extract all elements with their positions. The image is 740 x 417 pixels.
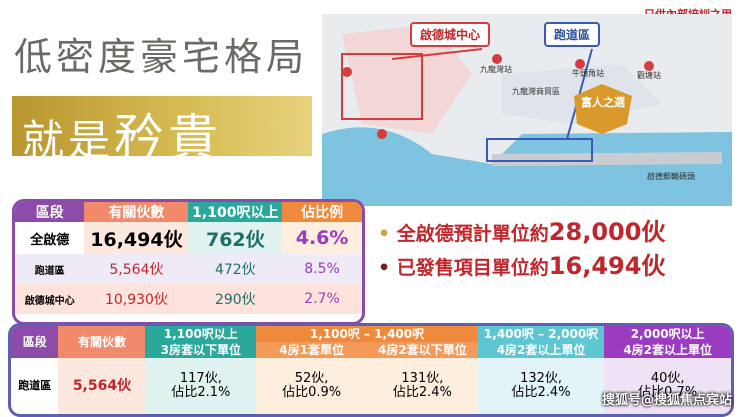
t1-row3-zone: 啟德城中心 bbox=[24, 295, 75, 307]
t1-row2-zone: 跑道區 bbox=[34, 265, 65, 277]
t2-g1-sub: 3房套以下單位 bbox=[145, 342, 257, 358]
t1-header-1100: 1,100呎以上 bbox=[188, 202, 283, 222]
bullet-sold: • 已發售項目單位約16,494伙 bbox=[378, 252, 666, 280]
bullet-sold-prefix: 已發售項目單位約 bbox=[396, 257, 549, 279]
t2-cell-g2b-ratio: 佔比2.4% bbox=[392, 385, 452, 400]
t1-row1-ratio: 4.6% bbox=[282, 222, 362, 254]
map-label-center: 啟德城中心 bbox=[410, 22, 491, 47]
t1-header-ratio: 佔比例 bbox=[282, 202, 362, 222]
t1-row1-units: 16,494伙 bbox=[84, 222, 189, 254]
t2-g2-title: 1,100呎 – 1,400呎 bbox=[256, 326, 478, 342]
t1-row1-1100: 762伙 bbox=[188, 222, 283, 254]
t2-cell-g2a-count: 52伙, bbox=[294, 371, 329, 386]
headline-secondary-b: 矜貴 bbox=[114, 109, 223, 167]
map-place-5: 啟德郵輪碼頭 bbox=[647, 171, 695, 181]
t2-row-zone: 跑道區 bbox=[18, 379, 52, 392]
t1-header-zone: 區段 bbox=[15, 202, 85, 222]
t2-g4-title: 2,000呎以上 bbox=[604, 326, 731, 342]
t2-cell-g4-ratio: 佔比0.7% bbox=[638, 385, 698, 400]
bullet-estimated-number: 28,000伙 bbox=[548, 218, 666, 246]
headline-primary: 低密度豪宅格局 bbox=[14, 35, 309, 79]
t2-g3-title: 1,400呎 – 2,000呎 bbox=[477, 326, 605, 342]
t2-cell-g1-count: 117伙, bbox=[179, 371, 222, 386]
units-summary-table: 區段 有關伙數 1,100呎以上 佔比例 全啟德 16,494伙 762伙 4.… bbox=[12, 199, 365, 325]
t2-cell-g1-ratio: 佔比2.1% bbox=[171, 385, 231, 400]
map-place-2: 牛頭角站 bbox=[572, 68, 604, 78]
t1-header-units: 有關伙數 bbox=[84, 202, 189, 222]
t1-row2-units: 5,564伙 bbox=[109, 262, 164, 278]
map-place-4: 九龍灣商貿區 bbox=[512, 86, 560, 96]
headline-secondary-a: 就是 bbox=[22, 116, 115, 165]
t2-cell-g1: 117伙, 佔比2.1% bbox=[145, 358, 257, 414]
map-badge-text: 富人之選 bbox=[581, 95, 625, 109]
t2-cell-g3-count: 132伙, bbox=[520, 371, 563, 386]
headline-banner bbox=[12, 96, 312, 156]
t2-cell-g3-ratio: 佔比2.4% bbox=[511, 385, 571, 400]
t1-row2-1100: 472伙 bbox=[214, 262, 256, 278]
t2-cell-g2b-count: 131伙, bbox=[401, 371, 444, 386]
map-place-1: 九龍灣站 bbox=[480, 64, 512, 74]
t1-row3-units: 10,930伙 bbox=[104, 292, 168, 308]
watermark: 搜狐号@搜狐焦点宾站 bbox=[601, 393, 732, 408]
t2-g2-sub-b: 4房2套以下單位 bbox=[367, 342, 478, 358]
bullet-estimated: • 全啟德預計單位約28,000伙 bbox=[378, 218, 666, 246]
district-map: 富人之選 九龍灣站 牛頭角站 觀塘站 九龍灣商貿區 啟德郵輪碼頭 啟德城中心 跑… bbox=[322, 14, 732, 206]
bullet-sold-number: 16,494伙 bbox=[548, 252, 666, 280]
t1-row3-ratio: 2.7% bbox=[304, 291, 340, 307]
headline-secondary: 就是矜貴 bbox=[22, 98, 222, 170]
t2-g4-sub: 4房2套以上單位 bbox=[604, 342, 731, 358]
map-place-3: 觀塘站 bbox=[637, 70, 661, 80]
t2-g1-title: 1,100呎以上 bbox=[145, 326, 257, 342]
t1-row1-zone: 全啟德 bbox=[30, 232, 70, 248]
t2-header-zone: 區段 bbox=[11, 326, 59, 358]
t2-cell-g2a-ratio: 佔比0.9% bbox=[282, 385, 342, 400]
runway-breakdown-table: 區段 有關伙數 1,100呎以上 1,100呎 – 1,400呎 1,400呎 … bbox=[8, 323, 734, 417]
bullet-estimated-prefix: 全啟德預計單位約 bbox=[396, 223, 549, 245]
t2-row-units: 5,564伙 bbox=[58, 358, 146, 414]
map-graphic: 富人之選 九龍灣站 牛頭角站 觀塘站 九龍灣商貿區 啟德郵輪碼頭 bbox=[322, 14, 732, 206]
t2-cell-g2b: 131伙, 佔比2.4% bbox=[367, 358, 478, 414]
t2-cell-g2a: 52伙, 佔比0.9% bbox=[256, 358, 367, 414]
t2-cell-g3: 132伙, 佔比2.4% bbox=[477, 358, 605, 414]
t1-row3-1100: 290伙 bbox=[214, 292, 256, 308]
t2-cell-g4: 40伙, 佔比0.7% bbox=[604, 358, 731, 414]
t2-header-units: 有關伙數 bbox=[58, 326, 146, 358]
t1-row2-ratio: 8.5% bbox=[304, 261, 340, 277]
t2-g3-sub: 4房2套以上單位 bbox=[477, 342, 605, 358]
t2-cell-g4-count: 40伙, bbox=[650, 371, 685, 386]
t2-g2-sub-a: 4房1套單位 bbox=[256, 342, 367, 358]
map-label-runway: 跑道區 bbox=[544, 22, 601, 47]
